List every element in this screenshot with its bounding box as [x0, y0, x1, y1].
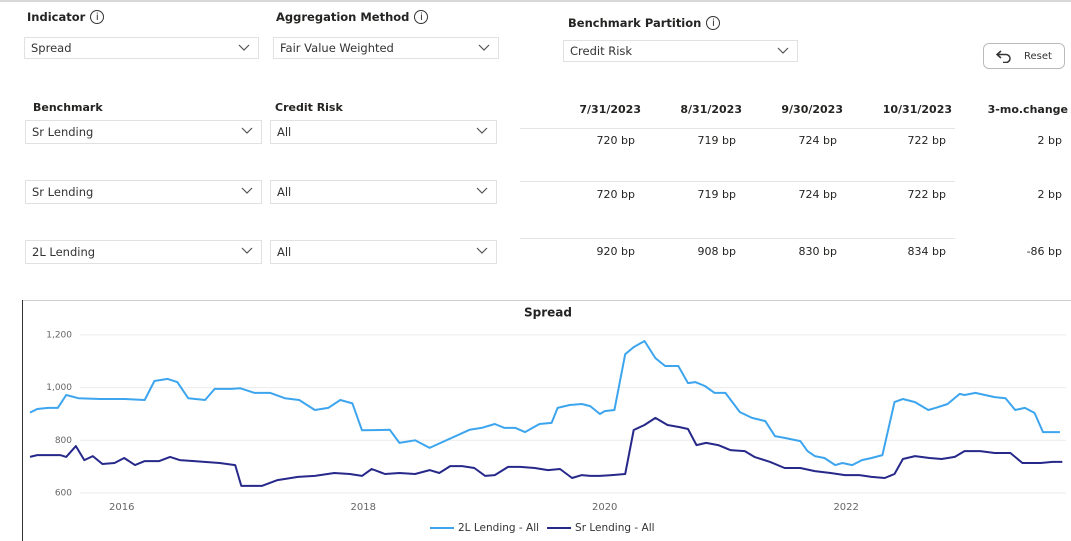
x-tick-label: 2018 — [351, 502, 376, 513]
x-tick-label: 2022 — [833, 502, 858, 513]
reset-button[interactable]: Reset — [983, 43, 1065, 69]
table-value: 722 bp — [907, 188, 946, 201]
table-dropdown[interactable]: All — [270, 120, 497, 144]
x-tick-label: 2016 — [109, 502, 134, 513]
table-value: 722 bp — [907, 134, 946, 147]
top-border — [0, 0, 1071, 2]
dropdown-value: Credit Risk — [570, 44, 633, 58]
table-value: 720 bp — [596, 188, 635, 201]
table-dropdown[interactable]: All — [270, 180, 497, 204]
table-value: 2 bp — [1037, 188, 1062, 201]
label-text: Aggregation Method — [276, 10, 410, 24]
chart-title: Spread — [524, 306, 572, 320]
aggregation-label: Aggregation Method i — [276, 10, 429, 24]
row-separator — [520, 238, 955, 239]
column-header: Benchmark — [33, 101, 103, 114]
table-value: 724 bp — [798, 134, 837, 147]
column-header: 7/31/2023 — [579, 103, 641, 116]
column-header: Credit Risk — [275, 101, 343, 114]
chart-frame — [22, 300, 1071, 541]
dropdown-value: Sr Lending — [32, 125, 94, 139]
chevron — [476, 247, 488, 254]
table-dropdown[interactable]: Sr Lending — [25, 180, 262, 204]
series-line — [29, 416, 1063, 487]
label-text: Benchmark Partition — [568, 16, 702, 30]
series-line — [29, 340, 1060, 467]
column-header: 3-mo.change — [987, 103, 1068, 116]
y-tick-label: 800 — [55, 436, 72, 446]
row-separator — [520, 181, 955, 182]
column-header: 8/31/2023 — [680, 103, 742, 116]
table-dropdown[interactable]: Sr Lending — [25, 120, 262, 144]
table-value: -86 bp — [1026, 245, 1062, 258]
partition-dropdown[interactable]: Credit Risk — [563, 40, 798, 62]
table-value: 719 bp — [697, 188, 736, 201]
chevron — [476, 187, 488, 194]
chevron — [478, 44, 490, 51]
reset-icon — [996, 50, 1011, 63]
table-dropdown[interactable]: 2L Lending — [25, 240, 262, 264]
info-icon[interactable]: i — [706, 16, 721, 30]
y-tick-label: 1,200 — [46, 330, 72, 340]
label-text: Indicator — [27, 10, 86, 24]
x-tick-label: 2020 — [592, 502, 617, 513]
indicator-label: Indicator i — [27, 10, 105, 24]
table-dropdown[interactable]: All — [270, 240, 497, 264]
table-value: 719 bp — [697, 134, 736, 147]
dropdown-value: Spread — [31, 41, 72, 55]
chevron — [238, 44, 250, 51]
legend-label: 2L Lending - All — [458, 522, 539, 534]
column-header: 10/31/2023 — [882, 103, 952, 116]
chevron — [476, 127, 488, 134]
table-value: 830 bp — [798, 245, 837, 258]
y-tick-label: 600 — [55, 488, 72, 498]
table-value: 908 bp — [697, 245, 736, 258]
partition-label: Benchmark Partition i — [568, 16, 721, 30]
table-value: 2 bp — [1037, 134, 1062, 147]
info-icon[interactable]: i — [90, 10, 105, 24]
table-value: 920 bp — [596, 245, 635, 258]
info-icon[interactable]: i — [414, 10, 429, 24]
reset-text: Reset — [1024, 50, 1052, 62]
dropdown-value: All — [277, 125, 292, 139]
table-value: 724 bp — [798, 188, 837, 201]
chevron — [777, 47, 789, 54]
legend-label: Sr Lending - All — [575, 522, 654, 534]
dropdown-value: 2L Lending — [32, 245, 96, 259]
dropdown-value: Sr Lending — [32, 185, 94, 199]
indicator-dropdown[interactable]: Spread — [24, 37, 259, 59]
y-tick-label: 1,000 — [46, 383, 72, 393]
table-value: 834 bp — [907, 245, 946, 258]
chevron — [241, 127, 253, 134]
aggregation-dropdown[interactable]: Fair Value Weighted — [273, 37, 499, 59]
chevron — [241, 187, 253, 194]
column-header: 9/30/2023 — [781, 103, 843, 116]
dropdown-value: All — [277, 185, 292, 199]
row-separator — [520, 128, 955, 129]
chevron — [241, 247, 253, 254]
dropdown-value: Fair Value Weighted — [280, 41, 394, 55]
dropdown-value: All — [277, 245, 292, 259]
table-value: 720 bp — [596, 134, 635, 147]
